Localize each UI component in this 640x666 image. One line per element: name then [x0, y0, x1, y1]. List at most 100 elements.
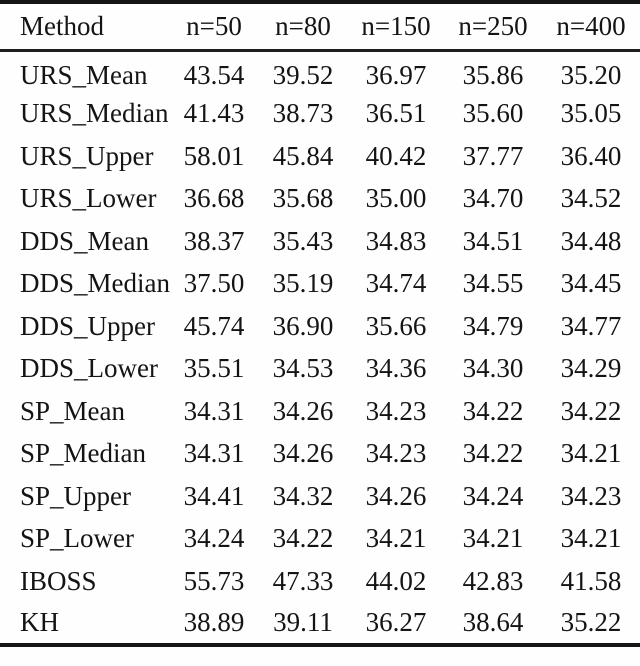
column-header-n80: n=80: [258, 2, 348, 52]
value-cell: 36.27: [365, 607, 427, 638]
method-cell: URS_Upper: [20, 140, 154, 171]
value-cell: 35.51: [183, 353, 245, 384]
value-cell: 34.83: [365, 225, 427, 256]
table-row: SP_Median 34.31 34.26 34.23 34.22 34.21: [0, 433, 640, 476]
value-cell: 35.43: [272, 225, 334, 256]
column-header-n50: n=50: [170, 2, 258, 52]
method-cell: SP_Mean: [20, 395, 126, 426]
method-cell: URS_Mean: [20, 60, 148, 90]
value-cell: 45.84: [272, 140, 334, 171]
value-cell: 34.21: [365, 523, 427, 554]
table-row: SP_Upper 34.41 34.32 34.26 34.24 34.23: [0, 475, 640, 518]
value-cell: 34.22: [272, 523, 334, 554]
value-cell: 34.21: [560, 438, 622, 469]
value-cell: 34.53: [272, 353, 334, 384]
table-body: URS_Mean 43.54 39.52 36.97 35.86 35.20 URS_Med…: [0, 50, 640, 645]
value-cell: 34.70: [462, 183, 524, 214]
value-cell: 35.68: [272, 183, 334, 214]
value-cell: 34.21: [462, 523, 524, 554]
value-cell: 36.97: [365, 60, 427, 90]
value-cell: 34.24: [462, 480, 524, 511]
value-cell: 34.41: [183, 480, 245, 511]
value-cell: 34.32: [272, 480, 334, 511]
table-row: URS_Median 41.43 38.73 36.51 35.60 35.05: [0, 93, 640, 136]
column-header-n400: n=400: [542, 2, 640, 52]
value-cell: 34.21: [560, 523, 622, 554]
value-cell: 34.45: [560, 268, 622, 299]
value-cell: 34.26: [272, 395, 334, 426]
value-cell: 58.01: [183, 140, 245, 171]
method-cell: URS_Lower: [20, 183, 157, 214]
table-row: SP_Lower 34.24 34.22 34.21 34.21 34.21: [0, 518, 640, 561]
value-cell: 34.36: [365, 353, 427, 384]
value-cell: 35.19: [272, 268, 334, 299]
value-cell: 34.55: [462, 268, 524, 299]
table-row: KH 38.89 39.11 36.27 38.64 35.22: [0, 603, 640, 646]
method-cell: KH: [20, 607, 59, 638]
value-cell: 34.23: [560, 480, 622, 511]
method-cell: URS_Median: [20, 98, 169, 129]
value-cell: 39.11: [273, 607, 333, 638]
value-cell: 43.54: [183, 60, 245, 90]
value-cell: 34.79: [462, 310, 524, 341]
results-table: Method n=50 n=80 n=150 n=250 n=400 URS_M…: [0, 0, 640, 647]
value-cell: 34.22: [560, 395, 622, 426]
table-row: DDS_Lower 35.51 34.53 34.36 34.30 34.29: [0, 348, 640, 391]
value-cell: 34.24: [183, 523, 245, 554]
table-row: DDS_Median 37.50 35.19 34.74 34.55 34.45: [0, 263, 640, 306]
value-cell: 34.31: [183, 438, 245, 469]
value-cell: 34.30: [462, 353, 524, 384]
value-cell: 34.31: [183, 395, 245, 426]
value-cell: 35.20: [560, 60, 622, 90]
value-cell: 38.89: [183, 607, 245, 638]
value-cell: 37.77: [462, 140, 524, 171]
table-row: DDS_Mean 38.37 35.43 34.83 34.51 34.48: [0, 220, 640, 263]
value-cell: 47.33: [272, 565, 334, 596]
method-cell: DDS_Mean: [20, 225, 149, 256]
column-header-method: Method: [0, 2, 170, 52]
value-cell: 35.22: [560, 607, 622, 638]
value-cell: 35.66: [365, 310, 427, 341]
value-cell: 36.90: [272, 310, 334, 341]
method-cell: DDS_Lower: [20, 353, 158, 384]
value-cell: 34.48: [560, 225, 622, 256]
method-cell: SP_Median: [20, 438, 147, 469]
value-cell: 34.29: [560, 353, 622, 384]
value-cell: 34.26: [272, 438, 334, 469]
value-cell: 42.83: [462, 565, 524, 596]
method-cell: DDS_Upper: [20, 310, 155, 341]
value-cell: 37.50: [183, 268, 245, 299]
value-cell: 44.02: [365, 565, 427, 596]
value-cell: 36.40: [560, 140, 622, 171]
method-cell: DDS_Median: [20, 268, 170, 299]
value-cell: 38.73: [272, 98, 334, 129]
value-cell: 34.77: [560, 310, 622, 341]
value-cell: 35.86: [462, 60, 524, 90]
value-cell: 35.00: [365, 183, 427, 214]
value-cell: 34.23: [365, 395, 427, 426]
value-cell: 34.26: [365, 480, 427, 511]
value-cell: 41.43: [183, 98, 245, 129]
column-header-n150: n=150: [348, 2, 444, 52]
value-cell: 55.73: [183, 565, 245, 596]
value-cell: 45.74: [183, 310, 245, 341]
table-row: URS_Lower 36.68 35.68 35.00 34.70 34.52: [0, 178, 640, 221]
value-cell: 38.37: [183, 225, 245, 256]
column-header-n250: n=250: [444, 2, 542, 52]
value-cell: 34.52: [560, 183, 622, 214]
value-cell: 38.64: [462, 607, 524, 638]
value-cell: 34.23: [365, 438, 427, 469]
value-cell: 40.42: [365, 140, 427, 171]
header-row: Method n=50 n=80 n=150 n=250 n=400: [0, 2, 640, 52]
table-row: SP_Mean 34.31 34.26 34.23 34.22 34.22: [0, 390, 640, 433]
value-cell: 34.51: [462, 225, 524, 256]
value-cell: 35.05: [560, 98, 622, 129]
method-cell: IBOSS: [20, 565, 97, 596]
value-cell: 34.74: [365, 268, 427, 299]
method-cell: SP_Upper: [20, 480, 132, 511]
table-row: DDS_Upper 45.74 36.90 35.66 34.79 34.77: [0, 305, 640, 348]
table-row: IBOSS 55.73 47.33 44.02 42.83 41.58: [0, 560, 640, 603]
table-row: URS_Upper 58.01 45.84 40.42 37.77 36.40: [0, 135, 640, 178]
value-cell: 34.22: [462, 395, 524, 426]
